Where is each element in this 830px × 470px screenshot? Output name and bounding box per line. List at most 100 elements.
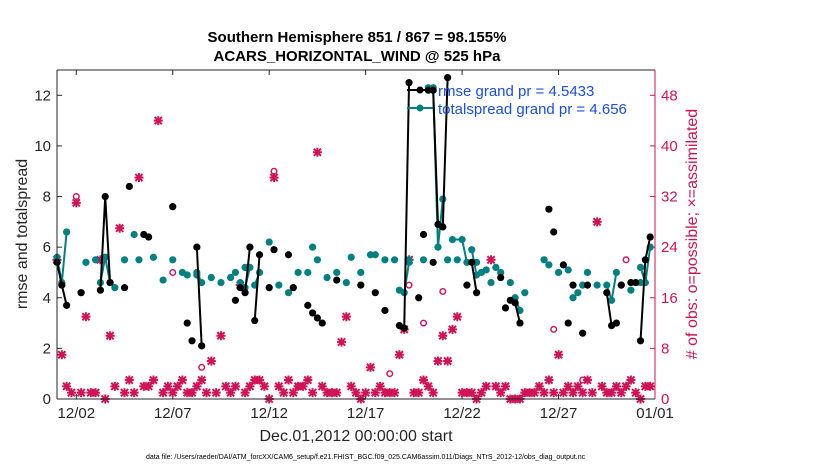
totalspread-point (405, 256, 413, 264)
totalspread-point (506, 278, 514, 287)
obs-assimilated-marker (370, 388, 380, 398)
totalspread-point (371, 251, 379, 259)
rmse-line (244, 247, 251, 293)
obs-assimilated-marker (255, 375, 265, 385)
rmse-point (444, 73, 452, 82)
obs-assimilated-marker (269, 173, 279, 183)
obs-assimilated-marker (312, 147, 322, 157)
totalspread-point (183, 271, 191, 279)
obs-assimilated-marker (124, 375, 134, 385)
y-axis-left: 0 2 4 6 8 10 12 (34, 87, 62, 408)
rmse-point (313, 314, 322, 322)
totalspread-point (265, 238, 273, 246)
rmse-point (246, 243, 254, 251)
chart-title-line1: Southern Hemisphere 851 / 867 = 98.155% (208, 29, 507, 46)
obs-assimilated-marker (226, 388, 236, 398)
rmse-point (583, 281, 592, 289)
rmse-point (545, 205, 553, 213)
obs-assimilated-marker (120, 388, 130, 398)
totalspread-point (217, 278, 225, 287)
obs-assimilated-marker (245, 381, 255, 391)
y-left-tick-label: 0 (43, 391, 51, 408)
obs-assimilated-marker (631, 388, 641, 398)
obs-assimilated-marker (433, 356, 443, 366)
obs-assimilated-marker (582, 375, 592, 385)
obs-assimilated-marker (351, 388, 361, 398)
obs-assimilated-marker (91, 388, 101, 398)
rmse-point (468, 258, 476, 266)
totalspread-point (453, 256, 461, 264)
rmse-point (236, 284, 244, 292)
rmse-point (231, 296, 240, 304)
chart-title-line2: ACARS_HORIZONTAL_WIND @ 525 hPa (214, 48, 502, 65)
rmse-point (289, 284, 297, 292)
rmse-point (569, 281, 577, 289)
totalspread-point (434, 243, 442, 251)
rmse-point (188, 337, 196, 345)
obs-possible-marker (550, 325, 558, 333)
y-axis-right: 0 8 16 24 32 40 48 (650, 87, 678, 408)
rmse-point (506, 296, 514, 304)
obs-assimilated-marker (645, 381, 655, 391)
obs-assimilated-marker (332, 388, 342, 398)
obs-possible-marker (72, 193, 80, 201)
obs-assimilated-marker (66, 388, 76, 398)
rmse-point (304, 301, 312, 309)
obs-assimilated-marker (414, 388, 424, 398)
obs-assimilated-marker (447, 324, 457, 334)
obs-possible-marker (198, 363, 206, 371)
totalspread-point (169, 256, 177, 264)
obs-assimilated-marker (394, 350, 404, 360)
obs-assimilated-marker (365, 362, 375, 372)
obs-assimilated-marker (115, 223, 125, 233)
y-right-tick-label: 24 (661, 239, 678, 256)
x-tick-label: 12/27 (540, 405, 578, 422)
obs-assimilated-marker (428, 388, 438, 398)
rmse-point (419, 230, 428, 239)
x-tick-label: 12/22 (443, 405, 481, 422)
obs-assimilated-marker (274, 381, 284, 391)
obs-assimilated-marker (486, 255, 496, 265)
obs-assimilated-marker (626, 375, 636, 385)
rmse-point (251, 316, 259, 325)
obs-assimilated-marker (587, 388, 597, 398)
obs-assimilated-marker (467, 388, 477, 398)
rmse-point (101, 192, 109, 201)
obs-assimilated-marker (476, 388, 486, 398)
totalspread-point (308, 243, 317, 251)
data-file-footer: data file: /Users/raeder/DAI/ATM_forcXX/… (146, 454, 586, 461)
obs-assimilated-marker (173, 381, 183, 391)
obs-assimilated-marker (168, 388, 178, 398)
obs-assimilated-marker (481, 381, 491, 391)
rmse-point (550, 228, 558, 236)
rmse-line (195, 247, 203, 346)
obs-possible-marker (386, 370, 394, 378)
rmse-point (646, 233, 654, 241)
obs-assimilated-marker (491, 381, 501, 391)
rmse-point (439, 223, 447, 231)
totalspread-point (207, 273, 215, 282)
totalspread-point (159, 276, 167, 284)
obs-possible-marker (294, 382, 302, 390)
rmse-point (415, 294, 423, 302)
obs-assimilated-marker (144, 381, 154, 391)
x-axis-label: Dec.01,2012 00:00:00 start (259, 428, 453, 445)
y-right-tick-label: 32 (661, 189, 678, 206)
totalspread-point (193, 271, 201, 279)
rmse-point (63, 301, 71, 309)
x-tick-label: 12/12 (250, 405, 288, 422)
obs-assimilated-marker (558, 388, 568, 398)
rmse-point (284, 251, 293, 259)
totalspread-point (275, 281, 283, 289)
obs-assimilated-marker (452, 312, 462, 322)
obs-assimilated-marker (158, 388, 168, 398)
totalspread-point (627, 286, 635, 294)
rmse-point (564, 319, 572, 327)
rmse-point (357, 281, 365, 289)
obs-assimilated-marker (216, 331, 226, 341)
totalspread-point (603, 281, 611, 289)
obs-assimilated-marker (163, 381, 173, 391)
obs-assimilated-marker (308, 388, 318, 398)
rmse-point (516, 319, 524, 327)
rmse-point (612, 319, 621, 327)
